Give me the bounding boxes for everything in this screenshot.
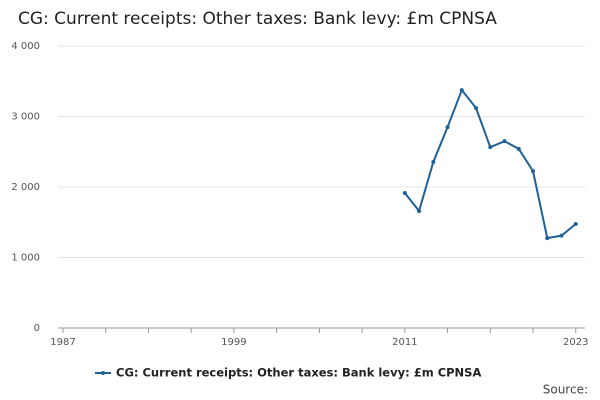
y-tick-label: 4 000 xyxy=(11,41,40,52)
chart-title: CG: Current receipts: Other taxes: Bank … xyxy=(18,9,497,29)
point xyxy=(559,233,564,238)
point xyxy=(431,159,436,164)
point xyxy=(531,169,536,174)
point xyxy=(488,145,493,150)
point xyxy=(516,146,521,151)
x-tick-label: 2023 xyxy=(563,337,588,348)
y-tick-label: 0 xyxy=(34,323,40,334)
series-line xyxy=(404,88,577,240)
point xyxy=(459,88,464,93)
point xyxy=(545,236,550,241)
point xyxy=(417,208,422,213)
x-tick-label: 1987 xyxy=(50,337,75,348)
point xyxy=(445,125,450,130)
x-tick-label: 2011 xyxy=(392,337,417,348)
point xyxy=(502,139,507,144)
y-tick-label: 2 000 xyxy=(11,182,40,193)
legend-marker xyxy=(101,371,105,375)
point xyxy=(573,222,578,227)
y-tick-label: 1 000 xyxy=(11,253,40,264)
y-tick-label: 3 000 xyxy=(11,112,40,123)
legend-label: CG: Current receipts: Other taxes: Bank … xyxy=(116,366,481,380)
point xyxy=(402,190,407,195)
source: Source: xyxy=(543,383,588,397)
point xyxy=(474,106,479,111)
x-tick-label: 1999 xyxy=(221,337,246,348)
